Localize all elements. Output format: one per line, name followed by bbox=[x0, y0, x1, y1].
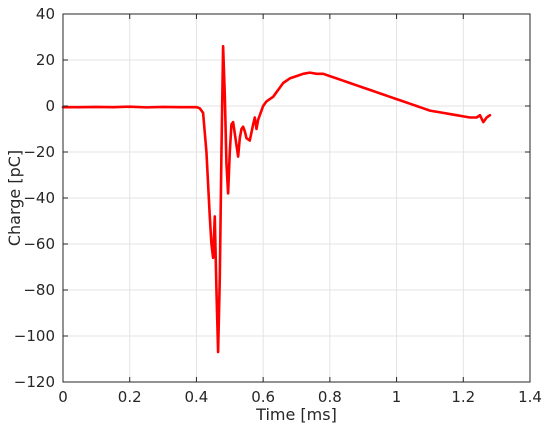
axes-layer bbox=[62, 13, 531, 383]
grid-layer bbox=[62, 13, 531, 383]
x-tick-label: 1.2 bbox=[451, 388, 475, 406]
y-tick-label: −120 bbox=[14, 373, 55, 391]
x-tick-label: 1 bbox=[392, 388, 402, 406]
tick-label-layer: 0 0.2 0.4 0.6 0.8 1 1.2 1.4 −120 −100 −80 −60 −40 −20… bbox=[14, 5, 542, 406]
x-tick-label: 0.6 bbox=[251, 388, 275, 406]
y-tick-label: 40 bbox=[36, 5, 55, 23]
y-tick-label: 0 bbox=[45, 97, 55, 115]
x-tick-label: 1.4 bbox=[518, 388, 542, 406]
series-layer bbox=[61, 44, 492, 354]
y-tick-label: −100 bbox=[14, 327, 55, 345]
x-tick-label: 0.2 bbox=[118, 388, 142, 406]
y-tick-label: −60 bbox=[23, 235, 55, 253]
x-tick-label: 0.8 bbox=[318, 388, 342, 406]
y-tick-label: −20 bbox=[23, 143, 55, 161]
y-tick-label: −40 bbox=[23, 189, 55, 207]
y-tick-label: 20 bbox=[36, 51, 55, 69]
series-line bbox=[61, 44, 492, 354]
y-tick-label: −80 bbox=[23, 281, 55, 299]
x-axis-label: Time [ms] bbox=[255, 405, 337, 424]
x-tick-label: 0 bbox=[58, 388, 68, 406]
y-axis-label: Charge [pC] bbox=[5, 150, 24, 246]
x-tick-label: 0.4 bbox=[184, 388, 208, 406]
